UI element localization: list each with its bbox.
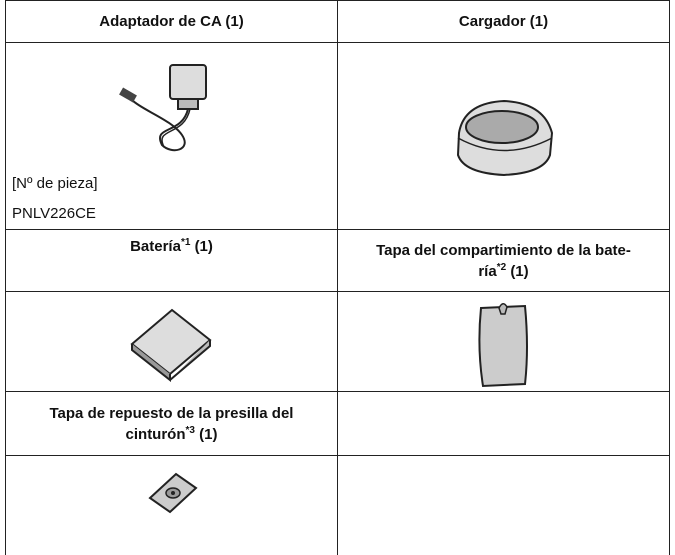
image-cell bbox=[5, 291, 338, 392]
image-cell bbox=[337, 291, 670, 392]
part-number: PNLV226CE bbox=[12, 205, 96, 222]
charger-icon bbox=[456, 99, 553, 177]
battery-icon bbox=[129, 308, 212, 382]
item-name-end: cinturón bbox=[125, 425, 186, 443]
footnote-ref: *3 bbox=[185, 424, 195, 436]
header-cell: Batería*1 (1) bbox=[5, 229, 338, 292]
belt-clip-cover-icon bbox=[147, 472, 198, 514]
header-cell: Cargador (1) bbox=[337, 0, 670, 43]
battery-cover-icon bbox=[477, 303, 528, 388]
item-qty: (1) bbox=[199, 425, 218, 443]
item-name: Cargador bbox=[458, 13, 526, 30]
accessory-table: Adaptador de CA (1) Cargador (1) [Nº de … bbox=[5, 0, 670, 555]
image-cell: [Nº de pieza] PNLV226CE bbox=[5, 42, 338, 230]
empty-cell bbox=[337, 391, 670, 456]
item-qty: (1) bbox=[194, 238, 213, 255]
empty-cell bbox=[337, 455, 670, 555]
item-name: Tapa del compartimiento de la bate- bbox=[376, 241, 631, 259]
header-cell: Tapa de repuesto de la presilla del cintu… bbox=[5, 391, 338, 456]
item-name-end: ría bbox=[478, 262, 497, 280]
footnote-ref: *2 bbox=[496, 261, 507, 273]
item-qty: (1) bbox=[510, 262, 529, 280]
item-name: Adaptador de CA bbox=[99, 13, 222, 30]
ac-adapter-icon bbox=[118, 64, 207, 152]
item-qty: (1) bbox=[225, 13, 244, 30]
item-name: Batería bbox=[130, 238, 181, 255]
header-cell: Adaptador de CA (1) bbox=[5, 0, 338, 43]
part-label: [Nº de pieza] bbox=[12, 175, 98, 192]
footnote-ref: *1 bbox=[180, 237, 191, 248]
item-name: Tapa de repuesto de la presilla del bbox=[49, 404, 294, 422]
image-cell bbox=[337, 42, 670, 230]
header-cell: Tapa del compartimiento de la bate-ría*2… bbox=[337, 229, 670, 292]
image-cell bbox=[5, 455, 338, 555]
item-qty: (1) bbox=[529, 13, 549, 30]
